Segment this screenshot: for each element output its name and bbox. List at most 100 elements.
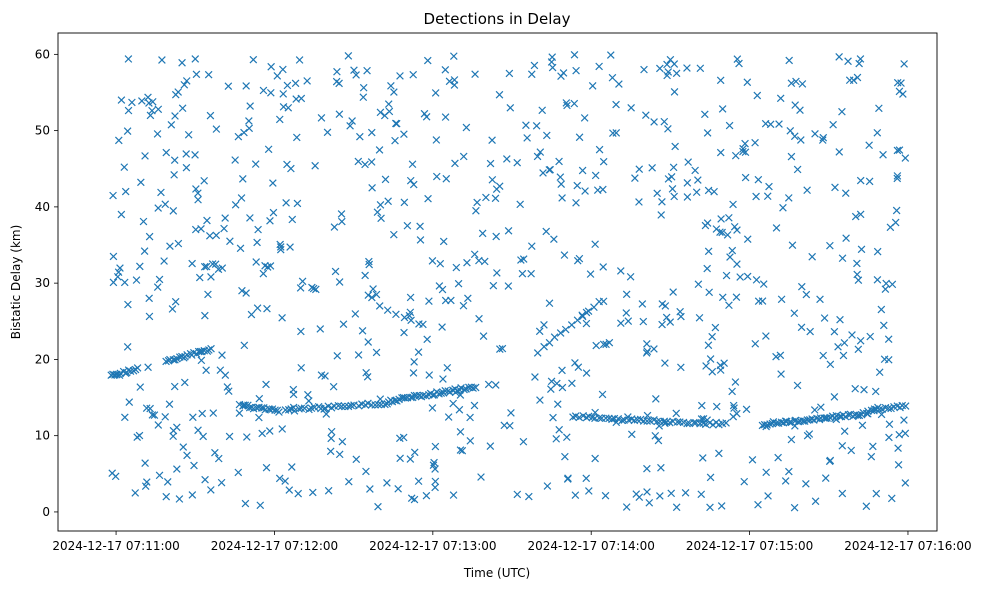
data-point (571, 359, 579, 367)
data-point (131, 489, 140, 497)
data-point (120, 163, 129, 171)
data-point (154, 105, 163, 114)
data-point (736, 273, 744, 281)
data-point (109, 252, 118, 261)
data-point (702, 362, 710, 370)
data-point (530, 61, 539, 70)
data-point (860, 385, 868, 394)
data-point (624, 317, 633, 325)
data-point (432, 172, 441, 181)
data-point (218, 351, 226, 359)
data-point (765, 182, 773, 191)
data-point (414, 348, 423, 356)
data-point (635, 493, 644, 501)
data-point (352, 71, 360, 79)
data-point (546, 385, 555, 393)
data-point (851, 212, 860, 221)
data-point (862, 502, 871, 511)
data-point (588, 413, 597, 422)
data-point (848, 331, 856, 339)
data-point (204, 346, 213, 354)
data-point (124, 106, 133, 115)
data-point (533, 349, 542, 357)
data-point (128, 98, 136, 107)
data-point (174, 239, 183, 248)
data-point (568, 379, 576, 388)
data-point (407, 494, 416, 503)
data-point (405, 311, 414, 320)
data-point (516, 200, 525, 209)
data-point (761, 119, 770, 128)
data-point (289, 403, 298, 412)
y-tick-label: 0 (42, 505, 50, 519)
data-point (121, 187, 130, 196)
data-point (297, 327, 305, 336)
data-point (558, 366, 566, 375)
data-point (723, 231, 732, 239)
data-point (207, 486, 215, 494)
data-point (161, 413, 170, 421)
data-point (705, 288, 714, 297)
data-point (354, 351, 363, 359)
data-point (362, 467, 370, 476)
data-point (167, 120, 176, 129)
data-point (374, 400, 383, 409)
data-point (836, 315, 844, 324)
data-point (374, 502, 382, 511)
data-point (810, 406, 819, 414)
data-point (669, 163, 678, 172)
data-point (787, 79, 796, 88)
data-point (690, 418, 698, 427)
data-point (124, 55, 133, 63)
data-point (225, 432, 234, 441)
data-point (722, 419, 730, 427)
data-point (407, 316, 415, 325)
data-point (591, 454, 599, 463)
data-point (808, 252, 816, 261)
data-point (383, 306, 392, 314)
data-point (337, 402, 346, 411)
data-point (803, 186, 811, 195)
data-point (449, 52, 458, 60)
data-point (198, 409, 207, 418)
data-point (208, 260, 217, 268)
data-point (733, 55, 742, 63)
data-point (540, 321, 548, 329)
data-point (683, 193, 692, 201)
data-point (473, 198, 481, 207)
data-point (372, 290, 381, 299)
data-point (661, 419, 669, 428)
data-point (582, 369, 591, 377)
y-tick-label: 50 (35, 124, 50, 138)
data-point (733, 226, 741, 234)
data-point (519, 437, 528, 446)
data-point (872, 489, 881, 498)
data-point (450, 76, 459, 84)
data-point (562, 99, 571, 107)
data-point (570, 51, 579, 59)
data-point (184, 130, 193, 139)
data-point (798, 80, 807, 88)
data-point (513, 490, 522, 499)
data-point (792, 77, 800, 86)
data-point (854, 276, 863, 285)
data-point (865, 141, 873, 150)
data-point (372, 348, 381, 357)
data-point (157, 188, 165, 197)
data-point (752, 276, 761, 284)
data-point (136, 383, 145, 391)
data-point (518, 269, 527, 278)
data-point (875, 104, 883, 113)
data-point (145, 232, 154, 241)
data-point (182, 163, 191, 172)
data-point (327, 434, 335, 443)
data-point (162, 492, 171, 501)
data-point (785, 56, 794, 65)
data-point (803, 431, 812, 440)
data-point (535, 327, 544, 336)
data-point (879, 321, 888, 330)
data-point (635, 165, 644, 174)
data-point (278, 313, 286, 322)
data-point (288, 215, 297, 224)
data-point (133, 433, 142, 442)
